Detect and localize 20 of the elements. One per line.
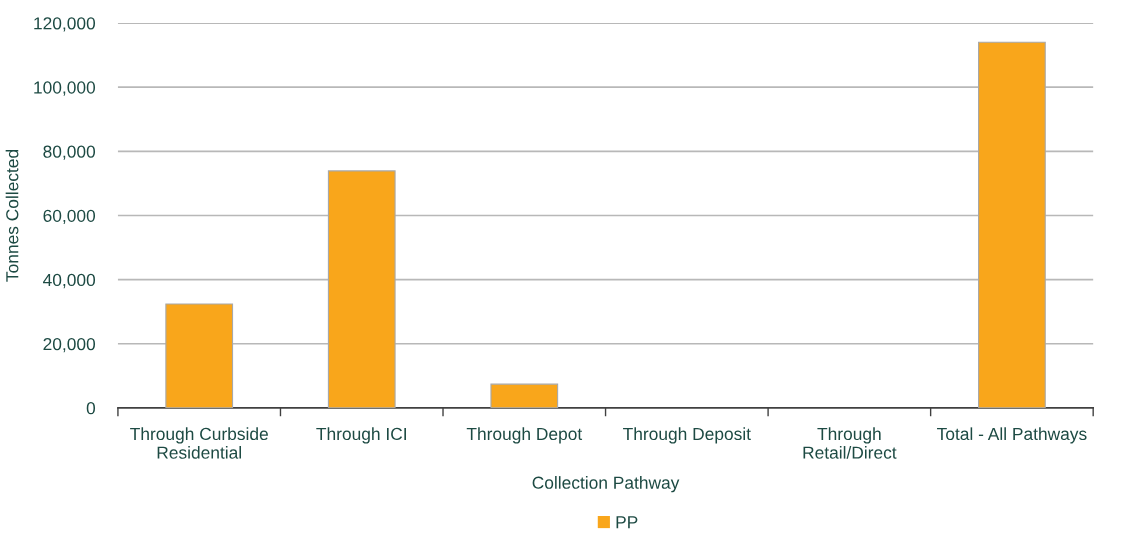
bar [490,383,559,408]
bar [165,303,234,408]
x-tick-label: Total - All Pathways [937,427,1087,444]
y-tick-label: 100,000 [34,81,96,96]
legend-label: PP [616,516,638,529]
y-tick-label: 20,000 [43,337,96,353]
y-tick-label: 0 [86,402,96,415]
bar [978,41,1046,408]
y-tick-label: 40,000 [43,273,96,289]
x-tick-label: Through Depot [466,427,583,444]
y-tick-label: 120,000 [34,17,96,32]
y-tick-label: 80,000 [43,145,96,160]
bar [327,170,396,408]
x-tick-label: Through Retail/Direct [803,427,897,459]
x-tick-label: Through Deposit [623,427,751,444]
y-axis-title: Tonnes Collected [5,150,19,282]
y-tick-label: 60,000 [43,209,96,224]
x-axis-title: Collection Pathway [532,476,680,493]
x-tick-label: Through ICI [316,427,406,444]
x-tick-label: Through Curbside Residential [130,427,268,459]
